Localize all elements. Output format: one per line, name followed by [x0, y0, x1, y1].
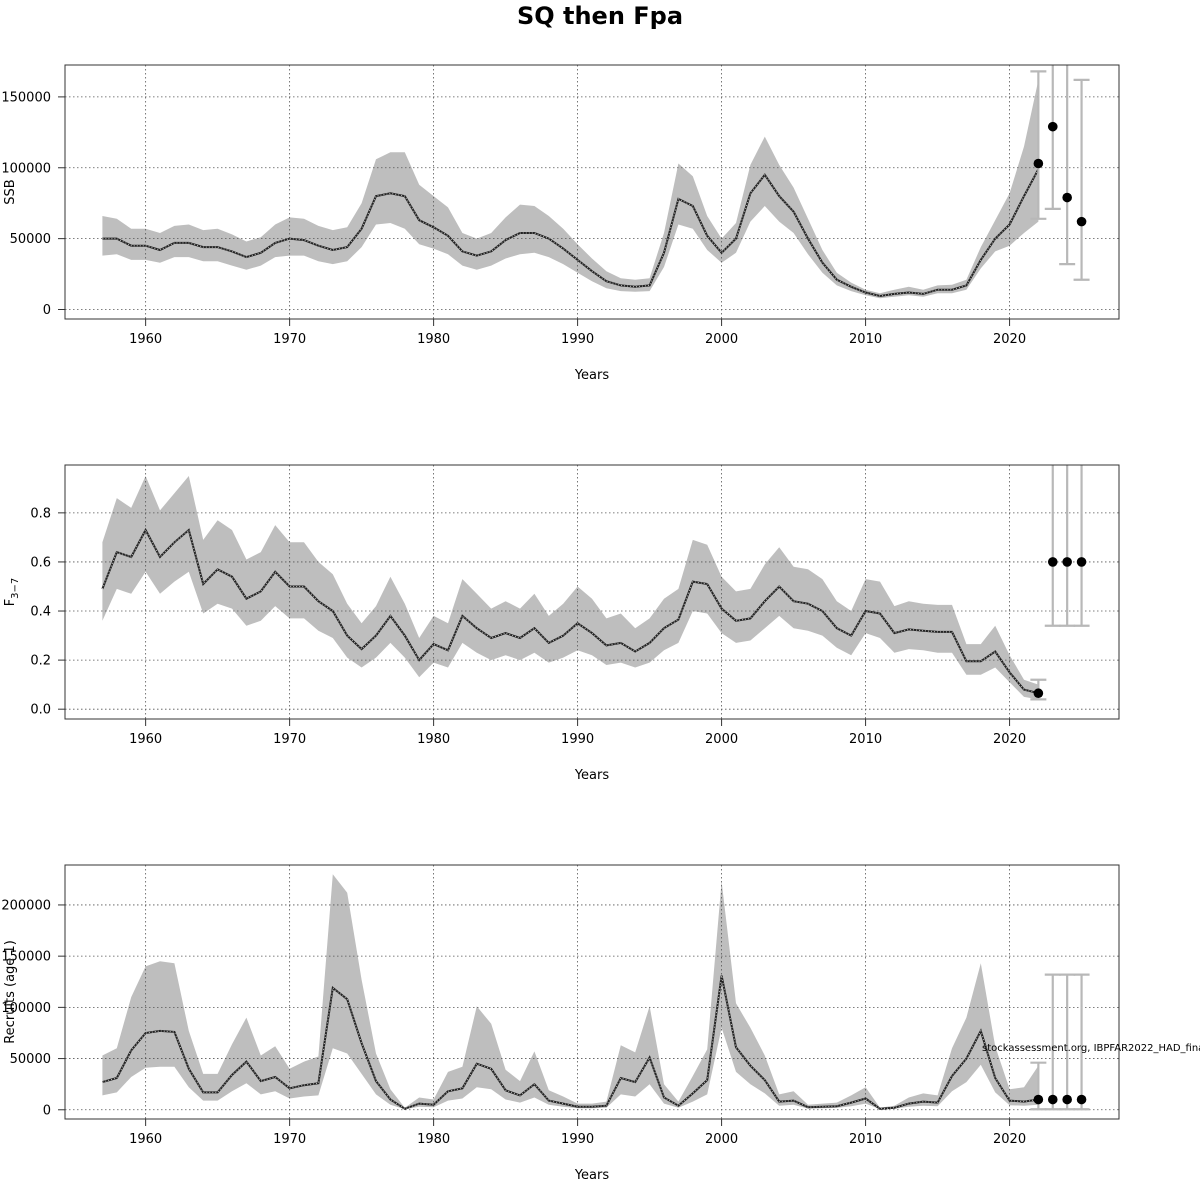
x-tick-label: 1970: [273, 1132, 306, 1147]
confidence-band: [102, 79, 1039, 299]
estimate-line-dots: [102, 168, 1039, 297]
forecast-point: [1033, 158, 1044, 169]
y-tick-label: 150000: [1, 950, 51, 965]
x-tick-label: 1970: [273, 332, 306, 347]
x-tick-label: 2020: [993, 732, 1026, 747]
forecast-point: [1047, 121, 1058, 132]
y-tick-label: 0: [43, 1103, 51, 1118]
y-axis-label: Recruits (age 1): [3, 940, 18, 1044]
forecast-interval: [1044, 973, 1061, 1111]
x-tick-label: 2010: [849, 332, 882, 347]
y-tick-label: 50000: [10, 1052, 51, 1067]
forecast-point: [1062, 557, 1072, 567]
forecast-interval: [1044, 65, 1061, 210]
y-axis-label: F3−7: [3, 578, 21, 607]
forecast-interval: [1059, 465, 1076, 627]
forecast-point: [1076, 1094, 1087, 1105]
x-axis-label: Years: [574, 1168, 610, 1183]
x-tick-label: 1980: [417, 732, 450, 747]
y-axis-label: SSB: [3, 179, 18, 204]
x-tick-label: 1990: [561, 732, 594, 747]
forecast-interval: [1073, 465, 1090, 627]
x-tick-label: 2000: [705, 332, 738, 347]
x-axis-label: Years: [574, 768, 610, 783]
x-tick-label: 1960: [129, 1132, 162, 1147]
forecast-interval: [1073, 78, 1090, 281]
estimate-line: [102, 168, 1040, 298]
x-tick-label: 1970: [273, 732, 306, 747]
x-axis-label: Years: [574, 368, 610, 383]
forecast-point: [1033, 688, 1044, 699]
x-tick-label: 2010: [849, 1132, 882, 1147]
forecast-point: [1033, 1094, 1044, 1105]
forecast-interval: [1073, 973, 1090, 1111]
y-tick-label: 100000: [1, 1001, 51, 1016]
x-tick-label: 1990: [561, 332, 594, 347]
x-tick-label: 1960: [129, 732, 162, 747]
y-tick-label: 0.6: [30, 555, 51, 570]
x-tick-label: 1990: [561, 1132, 594, 1147]
y-axis-label-subscript: 3−7: [10, 578, 21, 599]
estimate-line: [102, 975, 1039, 1110]
y-tick-label: 0.8: [30, 506, 51, 521]
confidence-band: [102, 874, 1039, 1110]
ssb-panel: 1960 1970 1980 1990 2000 2010 2020 Years 0 50000 1…: [1, 64, 1120, 383]
x-tick-label: 2020: [993, 1132, 1026, 1147]
forecast-point: [1076, 216, 1087, 227]
y-tick-label: 50000: [10, 232, 51, 247]
x-tick-label: 1980: [417, 332, 450, 347]
y-tick-label: 0.4: [30, 605, 51, 620]
x-tick-label: 1960: [129, 332, 162, 347]
forecast-interval: [1044, 465, 1061, 627]
forecast-point: [1076, 557, 1087, 567]
source-note: stockassessment.org, IBPFAR2022_HAD_fina…: [982, 1043, 1200, 1054]
x-tick-label: 1980: [417, 1132, 450, 1147]
y-tick-label: 0.2: [30, 654, 51, 669]
fishing-mortality-panel: 1960 1970 1980 1990 2000 2010 2020 Years 0.0 0.2 0…: [3, 464, 1120, 783]
confidence-band: [102, 476, 1039, 700]
y-tick-label: 150000: [1, 90, 51, 105]
forecast-point: [1047, 1094, 1058, 1105]
y-tick-label: 0: [43, 303, 51, 318]
forecast-interval: [1059, 973, 1076, 1111]
x-tick-label: 2020: [993, 332, 1026, 347]
forecast-interval: [1059, 65, 1076, 266]
y-tick-label: 0.0: [30, 703, 51, 718]
forecast-interval: [1030, 70, 1047, 220]
forecast-point: [1062, 1094, 1072, 1105]
y-tick-label: 200000: [1, 898, 51, 913]
x-tick-label: 2000: [705, 1132, 738, 1147]
y-tick-label: 100000: [1, 161, 51, 176]
x-tick-label: 2000: [705, 732, 738, 747]
estimate-line: [101, 527, 1039, 695]
chart-title: SQ then Fpa: [517, 2, 683, 30]
x-tick-label: 2010: [849, 732, 882, 747]
forecast-point: [1062, 192, 1072, 203]
recruitment-panel: 1960 1970 1980 1990 2000 2010 2020 Years 0 50000 1…: [1, 864, 1120, 1183]
forecast-point: [1047, 557, 1058, 567]
